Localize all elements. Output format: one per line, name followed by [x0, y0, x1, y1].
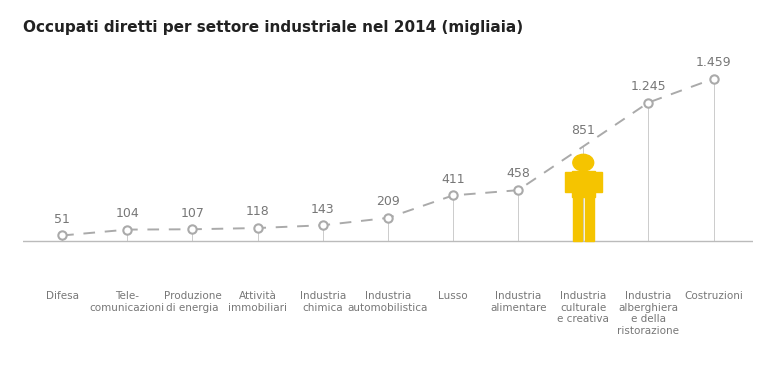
- Ellipse shape: [573, 154, 594, 171]
- Text: 1.245: 1.245: [631, 80, 666, 93]
- Text: 1.459: 1.459: [696, 56, 731, 69]
- Text: 104: 104: [115, 207, 139, 220]
- Text: 118: 118: [246, 205, 270, 218]
- Text: 458: 458: [506, 168, 530, 181]
- Text: 851: 851: [571, 124, 595, 137]
- Bar: [585, 196, 594, 241]
- Text: 107: 107: [180, 207, 204, 220]
- Text: 209: 209: [376, 195, 399, 208]
- Text: 411: 411: [441, 173, 465, 186]
- Bar: [571, 171, 595, 196]
- Text: 143: 143: [311, 203, 335, 215]
- Text: 51: 51: [55, 213, 70, 226]
- Bar: [565, 172, 571, 192]
- Bar: [595, 172, 601, 192]
- Text: Occupati diretti per settore industriale nel 2014 (migliaia): Occupati diretti per settore industriale…: [23, 20, 523, 36]
- Bar: [572, 196, 581, 241]
